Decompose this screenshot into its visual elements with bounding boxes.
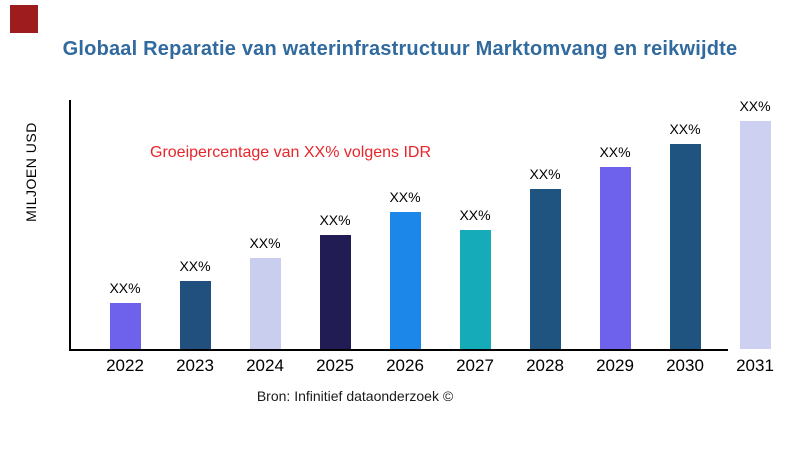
bar-2030 xyxy=(669,144,701,349)
x-axis-tick-2023: 2023 xyxy=(176,356,214,375)
bar-2024 xyxy=(249,258,281,349)
bar-value-label-2022: XX% xyxy=(109,280,141,296)
brand-mark-icon xyxy=(10,5,38,33)
bar-2028 xyxy=(529,189,561,349)
bar-2026 xyxy=(389,212,421,349)
x-axis-tick-2024: 2024 xyxy=(246,356,284,375)
bar-value-label-2024: XX% xyxy=(249,235,281,251)
x-axis-line xyxy=(69,349,728,351)
x-axis-tick-2022: 2022 xyxy=(106,356,144,375)
x-axis-tick-2028: 2028 xyxy=(526,356,564,375)
x-axis-tick-2027: 2027 xyxy=(456,356,494,375)
x-axis-tick-2026: 2026 xyxy=(386,356,424,375)
y-axis-line xyxy=(69,100,71,351)
x-axis-tick-2029: 2029 xyxy=(596,356,634,375)
bar-2031 xyxy=(739,121,771,349)
chart-title: Globaal Reparatie van waterinfrastructuu… xyxy=(62,38,738,60)
bar-value-label-2028: XX% xyxy=(529,166,561,182)
x-axis-tick-2031: 2031 xyxy=(736,356,774,375)
bar-2025 xyxy=(319,235,351,349)
bar-value-label-2027: XX% xyxy=(459,207,491,223)
bar-value-label-2029: XX% xyxy=(599,144,631,160)
x-axis-tick-2025: 2025 xyxy=(316,356,354,375)
bar-value-label-2031: XX% xyxy=(739,98,771,114)
bar-value-label-2026: XX% xyxy=(389,189,421,205)
bar-2029 xyxy=(599,167,631,349)
source-note: Bron: Infinitief dataonderzoek © xyxy=(256,388,454,404)
bar-value-label-2023: XX% xyxy=(179,258,211,274)
bar-value-label-2030: XX% xyxy=(669,121,701,137)
bar-2022 xyxy=(109,303,141,349)
growth-rate-annotation: Groeipercentage van XX% volgens IDR xyxy=(150,144,432,161)
x-axis-tick-2030: 2030 xyxy=(666,356,704,375)
bar-2027 xyxy=(459,230,491,349)
bar-value-label-2025: XX% xyxy=(319,212,351,228)
bar-2023 xyxy=(179,281,211,349)
